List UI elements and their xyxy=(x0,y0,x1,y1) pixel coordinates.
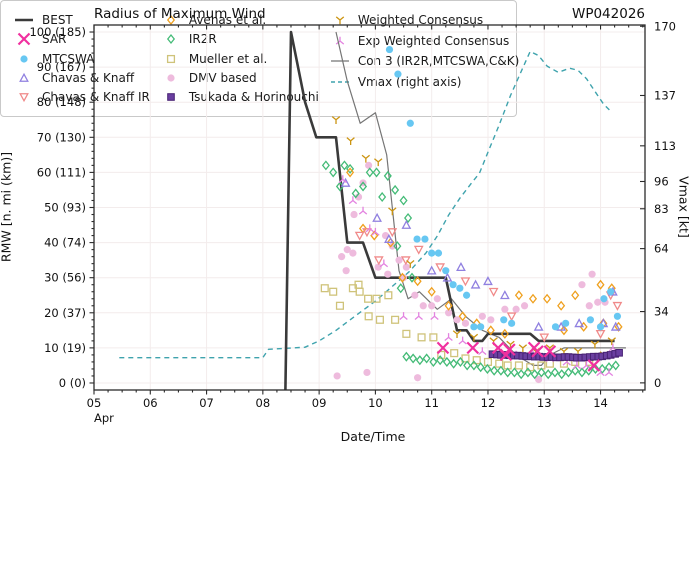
legend-item-ir2r: IR2R xyxy=(160,29,319,48)
y-right-tick-label: 170 xyxy=(654,19,676,33)
y-left-tick-label: 90 (167) xyxy=(37,60,86,74)
legend-item-best: BEST xyxy=(13,10,150,29)
y-left-tick-label: 20 (37) xyxy=(44,306,86,320)
legend-marker-chavas_knaff_ir-icon xyxy=(19,93,29,103)
x-tick-label: 13 xyxy=(537,396,552,410)
y-left-tick-label: 50 (93) xyxy=(44,201,86,215)
legend-item-weighted_consensus: Weighted Consensus xyxy=(329,10,511,31)
y-right-tick-label: 137 xyxy=(654,88,676,102)
legend-item-chavas_knaff_ir: Chavas & Knaff IR xyxy=(13,88,150,107)
x-axis-label: Date/Time xyxy=(340,429,406,444)
series-best xyxy=(284,30,615,391)
legend-label-best: BEST xyxy=(42,12,73,27)
legend-label-chavas_knaff: Chavas & Knaff xyxy=(42,70,135,85)
y-left-tick-label: 30 (56) xyxy=(44,271,86,285)
legend-label-weighted_consensus: Weighted Consensus xyxy=(357,13,484,28)
series-mtcswa xyxy=(385,45,622,331)
legend-label-sar: SAR xyxy=(42,32,67,47)
y-left-tick-label: 60 (111) xyxy=(37,165,86,179)
legend-marker-sar-icon xyxy=(17,32,31,46)
series-dmv xyxy=(333,161,609,384)
y-right-tick-label: 34 xyxy=(654,305,669,319)
legend-marker-tsukada-icon xyxy=(167,93,175,102)
x-tick-label: 11 xyxy=(424,396,439,410)
series-chavas_knaff_ir xyxy=(354,228,623,343)
legend-item-sar: SAR xyxy=(13,29,150,48)
legend-label-avenas: Avenas et al. xyxy=(188,12,267,27)
chart-title: Radius of Maximum Wind xyxy=(94,6,266,22)
x-tick-label: 07 xyxy=(199,396,214,410)
x-tick-label: 14 xyxy=(593,396,608,410)
legend-item-mtcswa: MTCSWA xyxy=(13,49,150,68)
series-exp_weighted_consensus xyxy=(338,175,618,377)
legend-item-con3: Con 3 (IR2R,MTCSWA,C&K) xyxy=(329,51,519,72)
legend-marker-weighted_consensus-icon xyxy=(335,16,345,25)
legend-marker-vmax-icon xyxy=(330,81,349,83)
series-vmax xyxy=(119,50,613,359)
legend-item-avenas: Avenas et al. xyxy=(160,10,319,29)
y-right-tick-label: 96 xyxy=(654,174,669,188)
legend-item-chavas_knaff: Chavas & Knaff xyxy=(13,68,150,87)
legend-label-exp_weighted_consensus: Exp Weighted Consensus xyxy=(357,33,510,48)
axes-frame: 05 06 07 08 09 10 11 12 13 14 0 (0) 10 (19) 20 (37) 3… xyxy=(29,19,675,410)
series-ir2r xyxy=(321,160,620,380)
legend-marker-mueller-icon xyxy=(166,54,175,63)
legend-marker-dmv-icon xyxy=(167,74,175,82)
x-tick-label: 05 xyxy=(87,396,102,410)
legend-item-tsukada: Tsukada & Horinouchi xyxy=(160,88,319,107)
legend-marker-con3-icon xyxy=(330,60,349,62)
legend-label-vmax: Vmax (right axis) xyxy=(357,74,462,89)
legend-marker-ir2r-icon xyxy=(166,34,175,45)
series-chavas_knaff xyxy=(340,177,621,331)
y-right-tick-label: 64 xyxy=(654,242,669,256)
legend-label-ir2r: IR2R xyxy=(188,32,217,47)
legend-marker-avenas-icon xyxy=(166,14,175,25)
series-sar xyxy=(436,341,601,372)
legend-item-mueller: Mueller et al. xyxy=(160,49,319,68)
rmw-chart-plot: 05 06 07 08 09 10 11 12 13 14 0 (0) 10 (19) 20 (37) 3… xyxy=(29,19,675,410)
storm-id-label: WP042026 xyxy=(571,6,645,22)
legend-item-dmv: DMV based xyxy=(160,68,319,87)
y-left-tick-label: 70 (130) xyxy=(37,130,86,144)
legend-label-chavas_knaff_ir: Chavas & Knaff IR xyxy=(42,90,150,105)
x-tick-label: 10 xyxy=(368,396,383,410)
legend-marker-mtcswa-icon xyxy=(20,54,28,63)
y-left-tick-label: 40 (74) xyxy=(44,236,86,250)
series-mueller xyxy=(320,280,594,372)
legend-marker-best-icon xyxy=(15,18,33,22)
y-right-tick-label: 0 xyxy=(654,376,661,390)
x-tick-label: 06 xyxy=(143,396,158,410)
x-tick-label: 08 xyxy=(256,396,271,410)
y-left-tick-label: 100 (185) xyxy=(29,25,86,39)
y-right-tick-label: 113 xyxy=(654,139,676,153)
legend-item-vmax: Vmax (right axis) xyxy=(329,72,511,93)
legend-label-con3: Con 3 (IR2R,MTCSWA,C&K) xyxy=(357,54,520,69)
y-left-tick-label: 80 (148) xyxy=(37,95,86,109)
legend-marker-chavas_knaff-icon xyxy=(19,72,29,82)
x-tick-label: 12 xyxy=(481,396,496,410)
legend-label-mtcswa: MTCSWA xyxy=(42,51,95,66)
y-left-tick-label: 0 (0) xyxy=(59,376,86,390)
y-left-tick-label: 10 (19) xyxy=(44,341,86,355)
x-tick-label: 09 xyxy=(312,396,327,410)
x-axis-month-label: Apr xyxy=(94,411,114,425)
legend-label-dmv: DMV based xyxy=(188,70,257,85)
legend-label-mueller: Mueller et al. xyxy=(188,51,268,66)
chart-legend: BEST SAR MTCSWA Chavas & Knaff Chavas & Knaf… xyxy=(0,0,519,117)
grid-lines xyxy=(93,25,645,390)
legend-label-tsukada: Tsukada & Horinouchi xyxy=(188,90,319,105)
y-right-tick-label: 83 xyxy=(654,202,669,216)
